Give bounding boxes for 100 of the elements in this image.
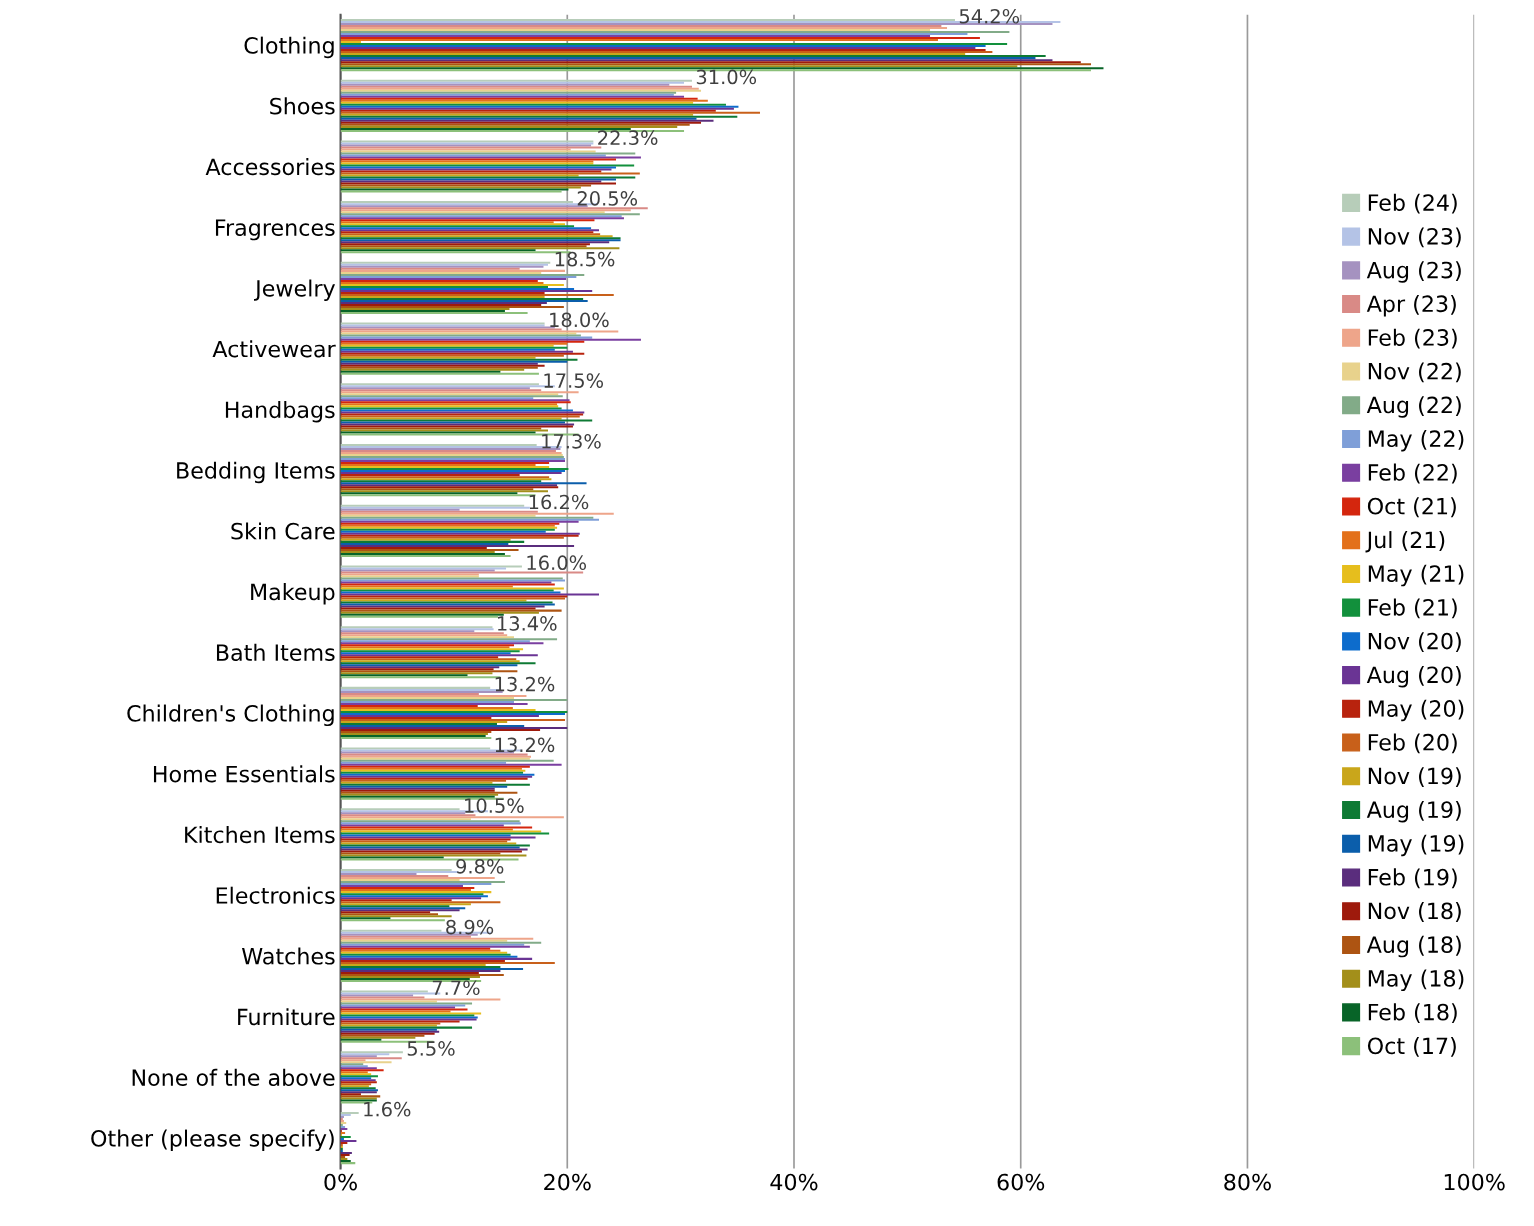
x-tick-label: 60% [997, 1173, 1045, 1191]
bar [340, 917, 391, 920]
bar [340, 737, 492, 740]
bar [340, 640, 530, 643]
bar [340, 881, 505, 884]
bar [340, 818, 471, 821]
bar [340, 587, 564, 590]
bar [340, 1008, 468, 1011]
bar [340, 158, 617, 161]
bar [340, 939, 508, 942]
bar [340, 115, 738, 118]
bar [340, 27, 948, 29]
bar [340, 850, 522, 853]
bar [340, 123, 690, 126]
bar [340, 869, 452, 872]
bar [340, 372, 539, 375]
bar [340, 83, 670, 86]
data-label: 13.2% [495, 737, 555, 753]
bar [340, 223, 566, 226]
bar [340, 781, 493, 784]
bar [340, 125, 678, 128]
bar [340, 247, 620, 250]
bar [340, 759, 554, 762]
bar [340, 146, 602, 149]
legend-label: Aug (19) [1366, 800, 1461, 823]
bar [340, 1032, 435, 1035]
legend-label: Feb (19) [1368, 868, 1457, 889]
bar [340, 57, 1036, 60]
bar [340, 267, 520, 270]
bar [340, 947, 491, 950]
x-tick-label: 80% [1224, 1173, 1271, 1191]
bar [340, 530, 546, 533]
bar [340, 729, 541, 732]
bar [340, 808, 460, 811]
bar [340, 963, 486, 966]
bar [340, 65, 1018, 68]
bar [340, 569, 495, 572]
bar [340, 975, 480, 978]
bar [340, 885, 463, 888]
data-label: 9.8% [456, 858, 504, 874]
bar [340, 117, 697, 120]
bar [340, 941, 542, 944]
bar [340, 113, 694, 116]
bar [340, 816, 564, 819]
bar [340, 1057, 402, 1060]
y-tick-label: Furniture [238, 1008, 335, 1026]
bar [340, 275, 577, 278]
bar [340, 188, 569, 191]
bar [340, 308, 510, 311]
bar [340, 650, 520, 653]
bar [340, 302, 547, 305]
bar [340, 360, 568, 363]
bar [340, 43, 1008, 46]
bar [340, 961, 555, 964]
bar [340, 61, 1081, 64]
bar [340, 271, 542, 274]
bar [340, 957, 533, 960]
bar [340, 605, 545, 608]
bar [340, 182, 617, 185]
bar [340, 664, 518, 667]
bar [340, 342, 568, 345]
bar [340, 1012, 482, 1015]
data-label: 13.4% [497, 616, 557, 631]
x-tick-label: 100% [1444, 1173, 1505, 1191]
data-label: 8.9% [446, 919, 494, 935]
bar [340, 585, 513, 588]
bar [340, 63, 1092, 66]
bar [340, 536, 564, 539]
bar [340, 101, 694, 104]
bar [340, 150, 596, 153]
bar [340, 506, 530, 509]
bar [340, 291, 545, 294]
data-label: 31.0% [696, 69, 757, 85]
bar [340, 879, 460, 882]
legend-label: Oct (17) [1367, 1037, 1456, 1057]
bar [340, 235, 613, 238]
bar [340, 393, 559, 396]
bar [340, 221, 554, 224]
bar [340, 18, 955, 21]
bar [340, 201, 573, 204]
bar [340, 615, 499, 618]
y-tick-label: Kitchen Items [185, 825, 335, 844]
bar [340, 875, 449, 878]
bar [340, 35, 931, 38]
bar [340, 969, 501, 972]
bar [340, 929, 442, 932]
bar [340, 727, 568, 730]
bar [340, 919, 445, 922]
bar [340, 427, 542, 430]
bar [340, 348, 555, 351]
bar [340, 761, 507, 764]
y-tick-label: Fragrences [215, 219, 335, 241]
bar [340, 1077, 372, 1080]
bar [340, 338, 641, 341]
y-tick-label: Shoes [270, 97, 335, 115]
bar [340, 891, 492, 894]
bar [340, 205, 588, 208]
bar [340, 227, 592, 230]
y-tick-label: Bedding Items [177, 461, 335, 484]
bar [340, 480, 542, 483]
